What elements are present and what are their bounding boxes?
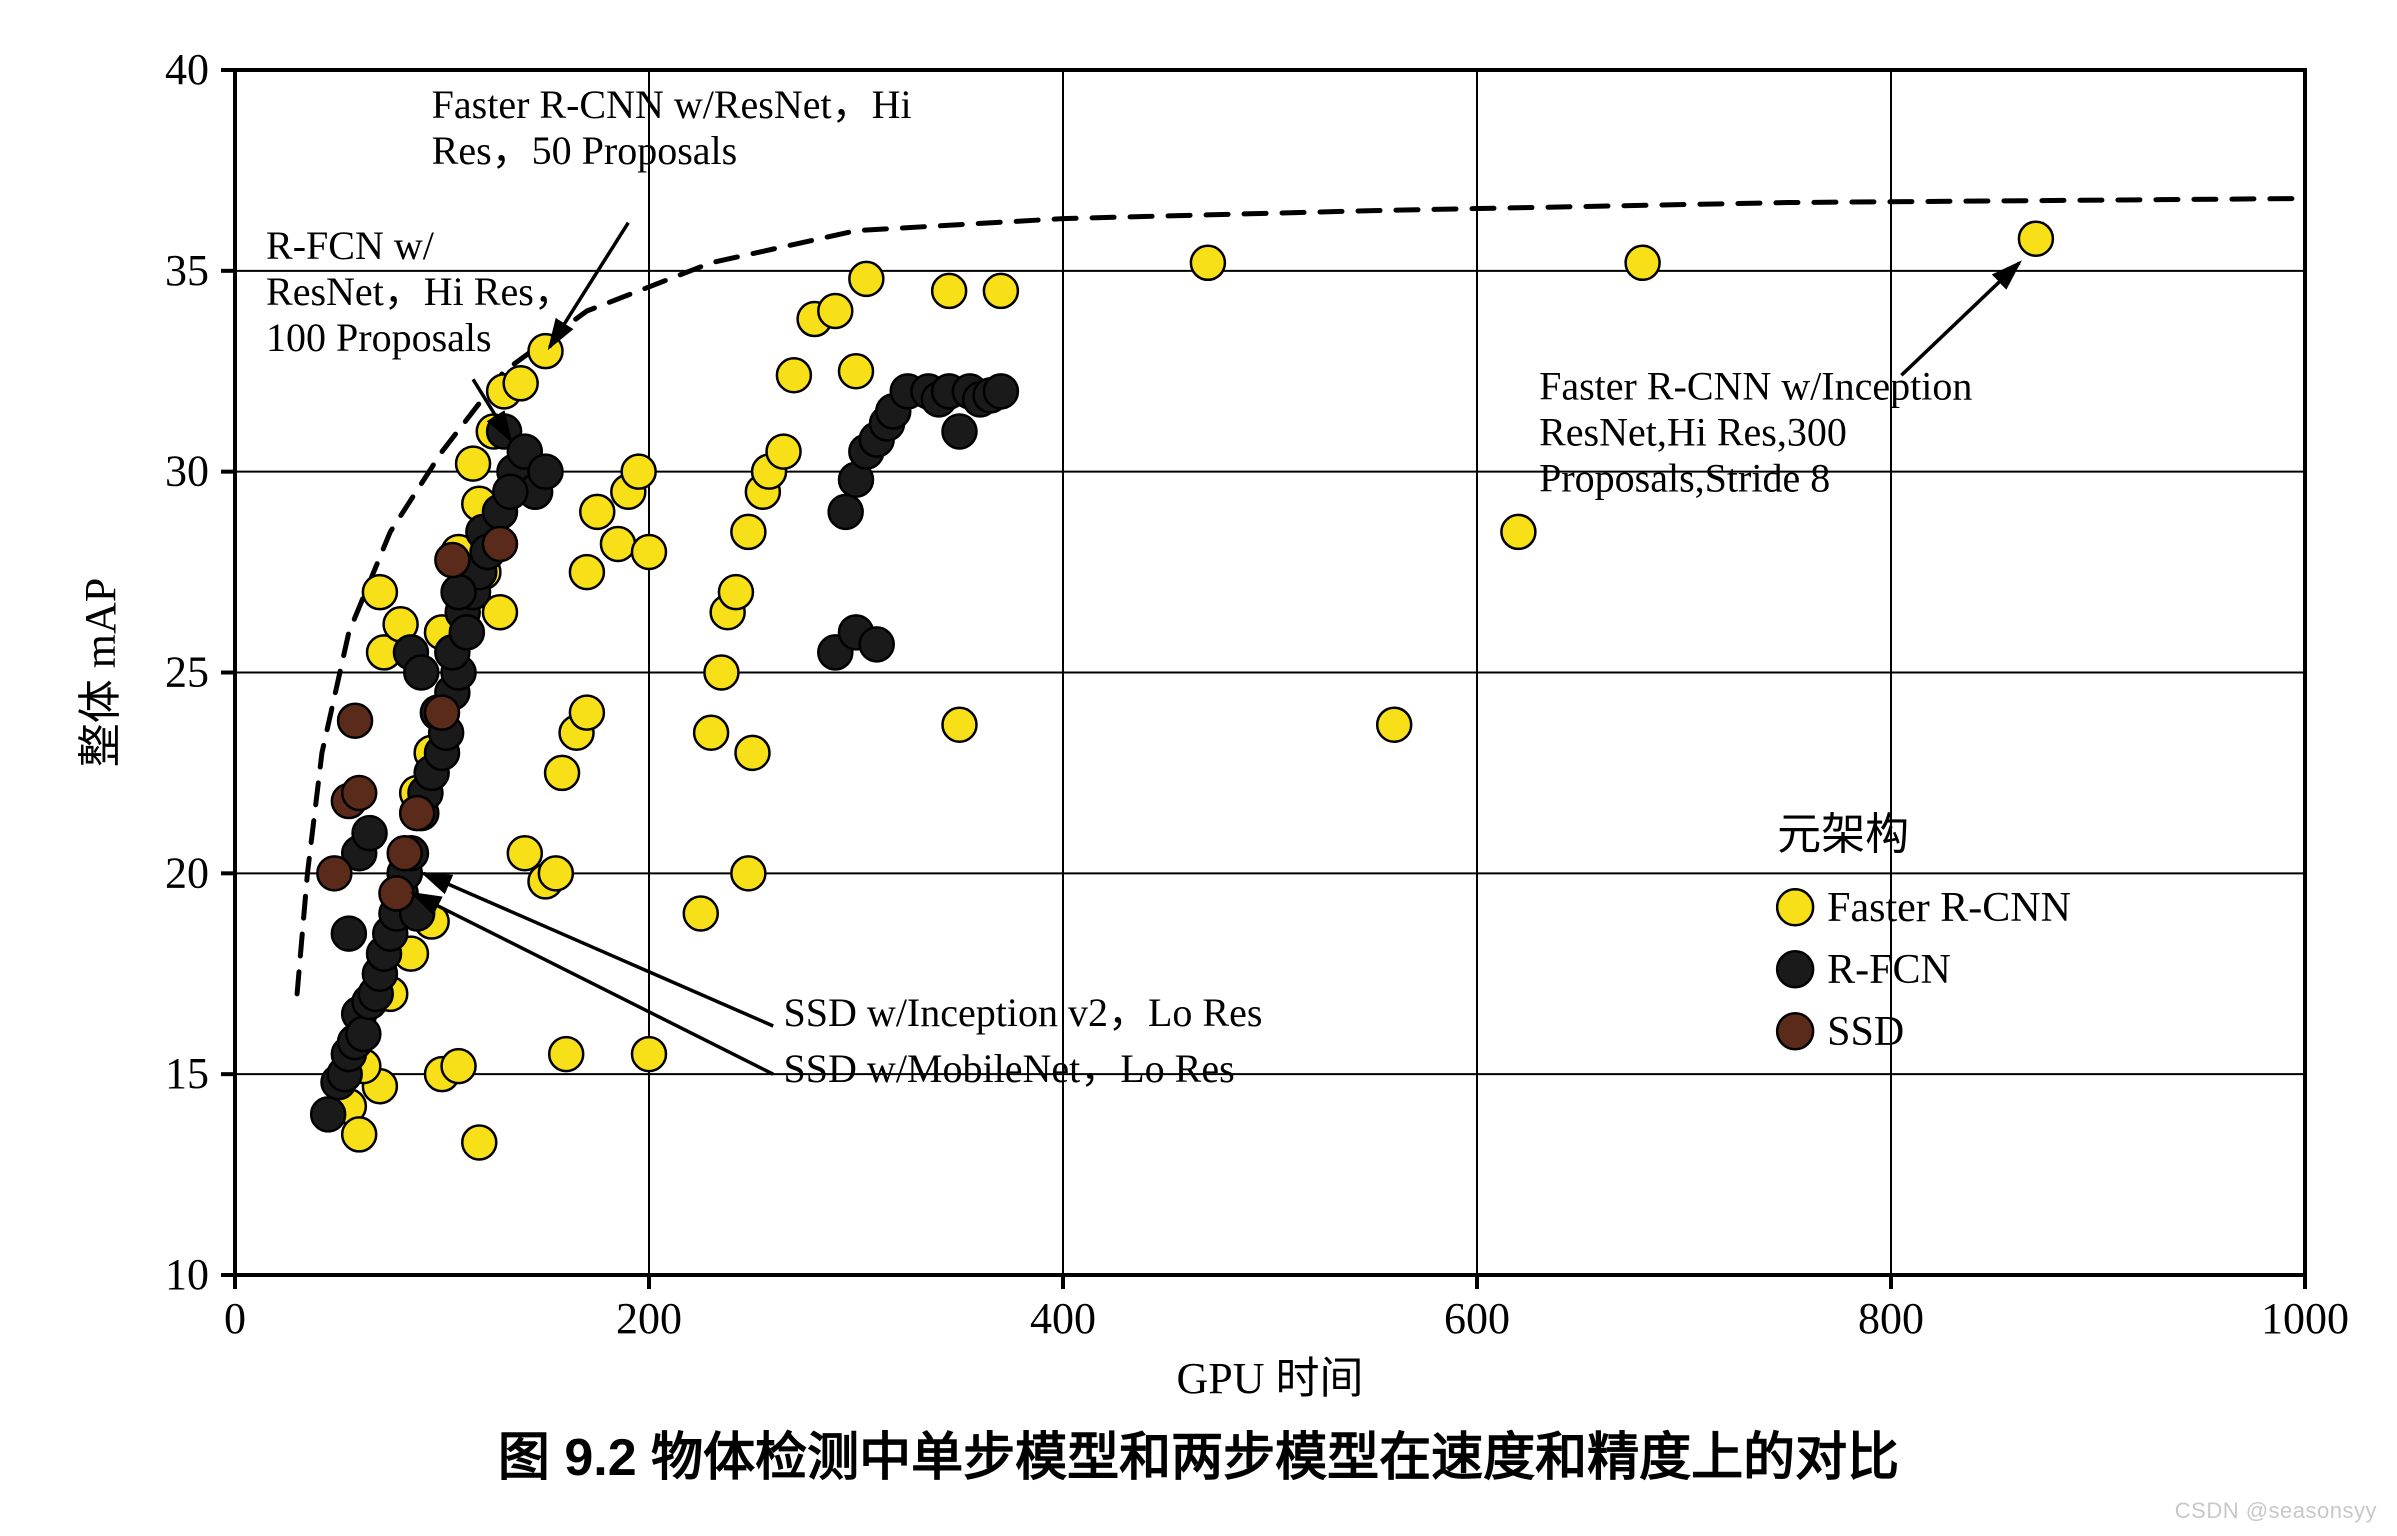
faster-rcnn-point [736,736,770,770]
watermark-text: CSDN @seasonsyy [2175,1498,2377,1524]
rfcn-point [442,575,476,609]
faster-rcnn-point [632,535,666,569]
faster-rcnn-point [632,1037,666,1071]
legend-marker [1777,1013,1813,1049]
faster-rcnn-point [504,366,538,400]
ann-rfcn-resnet-label: ResNet，Hi Res， [266,269,574,314]
faster-rcnn-point [704,656,738,690]
ssd-point [425,696,459,730]
faster-rcnn-point [1501,515,1535,549]
faster-rcnn-point [694,716,728,750]
rfcn-point [860,627,894,661]
faster-rcnn-point [684,897,718,931]
faster-rcnn-point [570,555,604,589]
faster-rcnn-point [839,354,873,388]
ann-ssd-inception-label: SSD w/Inception v2，Lo Res [784,990,1263,1035]
svg-text:30: 30 [165,447,209,496]
rfcn-point [529,455,563,489]
faster-rcnn-point [767,435,801,469]
ssd-point [317,856,351,890]
ann-rfcn-resnet-label: R-FCN w/ [266,223,435,268]
faster-rcnn-point [1191,246,1225,280]
legend-marker [1777,951,1813,987]
svg-text:整体 mAP: 整体 mAP [76,578,125,767]
faster-rcnn-point [1377,708,1411,742]
faster-rcnn-point [622,455,656,489]
svg-text:15: 15 [165,1049,209,1098]
faster-rcnn-point [849,262,883,296]
svg-text:35: 35 [165,246,209,295]
figure-caption: 图 9.2 物体检测中单步模型和两步模型在速度和精度上的对比 [0,1415,2397,1490]
rfcn-point [984,374,1018,408]
faster-rcnn-point [818,294,852,328]
ssd-point [388,836,422,870]
rfcn-point [829,495,863,529]
legend-label: Faster R-CNN [1827,885,2071,931]
chart-page: 0 200 400 600 800 1000 10 15 20 25 30 35 40 GPU 时间 整体 … [0,0,2397,1536]
legend-label: SSD [1827,1009,1904,1055]
faster-rcnn-point [539,856,573,890]
faster-rcnn-point [442,1049,476,1083]
svg-text:GPU 时间: GPU 时间 [1176,1354,1363,1403]
faster-rcnn-point [719,575,753,609]
faster-rcnn-point [731,515,765,549]
faster-rcnn-point [363,575,397,609]
faster-rcnn-point [456,447,490,481]
rfcn-point [450,615,484,649]
ssd-point [483,527,517,561]
legend-marker [1777,889,1813,925]
rfcn-point [493,475,527,509]
faster-rcnn-point [508,836,542,870]
faster-rcnn-point [984,274,1018,308]
rfcn-point [346,1017,380,1051]
faster-rcnn-point [462,1125,496,1159]
ssd-point [400,796,434,830]
svg-text:600: 600 [1444,1294,1510,1343]
ann-faster-resnet-label: Res，50 Proposals [432,128,738,173]
ssd-point [338,704,372,738]
rfcn-point [353,816,387,850]
faster-rcnn-point [545,756,579,790]
faster-rcnn-point [570,696,604,730]
svg-text:800: 800 [1858,1294,1924,1343]
faster-rcnn-point [777,358,811,392]
ann-faster-inception-label: Proposals,Stride 8 [1539,455,1830,500]
svg-text:20: 20 [165,848,209,897]
ann-faster-inception-label: Faster R-CNN w/Inception [1539,363,1972,408]
svg-text:0: 0 [224,1294,246,1343]
svg-text:10: 10 [165,1250,209,1299]
rfcn-point [311,1097,345,1131]
ssd-point [379,876,413,910]
legend-title: 元架构 [1777,810,1909,859]
faster-rcnn-point [342,1117,376,1151]
ann-faster-resnet-label: Faster R-CNN w/ResNet，Hi [432,82,912,127]
faster-rcnn-point [580,495,614,529]
faster-rcnn-point [529,334,563,368]
rfcn-point [404,656,438,690]
ssd-point [435,543,469,577]
faster-rcnn-point [731,856,765,890]
faster-rcnn-point [943,708,977,742]
rfcn-point [943,415,977,449]
svg-text:25: 25 [165,648,209,697]
faster-rcnn-point [549,1037,583,1071]
legend-label: R-FCN [1827,947,1951,993]
faster-rcnn-point [601,527,635,561]
rfcn-point [332,917,366,951]
svg-text:40: 40 [165,45,209,94]
svg-text:400: 400 [1030,1294,1096,1343]
faster-rcnn-point [932,274,966,308]
faster-rcnn-point [1626,246,1660,280]
ann-rfcn-resnet-label: 100 Proposals [266,315,492,360]
ssd-point [342,776,376,810]
svg-text:200: 200 [616,1294,682,1343]
faster-rcnn-point [2019,222,2053,256]
ann-faster-inception-label: ResNet,Hi Res,300 [1539,409,1847,454]
ann-ssd-mobilenet-label: SSD w/MobileNet，Lo Res [784,1046,1235,1091]
svg-text:1000: 1000 [2261,1294,2349,1343]
scatter-chart: 0 200 400 600 800 1000 10 15 20 25 30 35 40 GPU 时间 整体 … [0,0,2397,1420]
